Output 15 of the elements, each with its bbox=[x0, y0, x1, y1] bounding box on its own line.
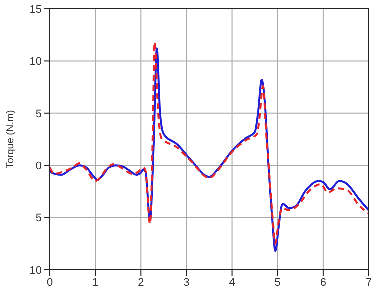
y-tick-label: 5 bbox=[36, 212, 42, 225]
x-tick-label: 7 bbox=[366, 276, 372, 289]
x-tick-label: 4 bbox=[229, 276, 236, 289]
y-tick-label: 5 bbox=[36, 108, 42, 120]
y-tick-label: 15 bbox=[30, 4, 42, 16]
x-tick-label: 3 bbox=[184, 276, 190, 289]
y-tick-label: 10 bbox=[30, 56, 42, 68]
x-tick-label: 0 bbox=[46, 276, 54, 289]
x-tick-label: 2 bbox=[138, 276, 144, 289]
x-tick-label: 5 bbox=[274, 276, 281, 289]
y-tick-label: 10 bbox=[30, 264, 42, 277]
y-tick-label: 0 bbox=[36, 160, 42, 173]
x-tick-label: 1 bbox=[92, 276, 99, 289]
x-tick-label: 6 bbox=[320, 276, 326, 289]
y-axis-title: Torque (N.m) bbox=[6, 110, 17, 169]
